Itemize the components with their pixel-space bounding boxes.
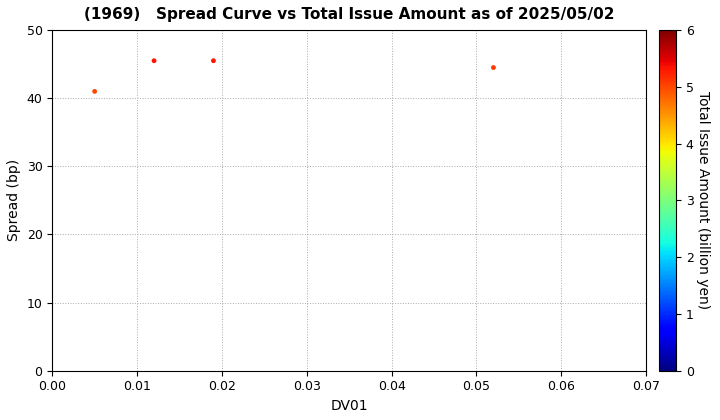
Y-axis label: Spread (bp): Spread (bp) (7, 159, 21, 242)
Point (487, 64, 499, 71)
Point (148, 58, 160, 64)
Point (89, 88, 100, 95)
X-axis label: DV01: DV01 (330, 399, 368, 413)
Title: (1969)   Spread Curve vs Total Issue Amount as of 2025/05/02: (1969) Spread Curve vs Total Issue Amoun… (84, 7, 614, 22)
Y-axis label: Total Issue Amount (billion yen): Total Issue Amount (billion yen) (696, 92, 711, 310)
Point (207, 58, 219, 64)
